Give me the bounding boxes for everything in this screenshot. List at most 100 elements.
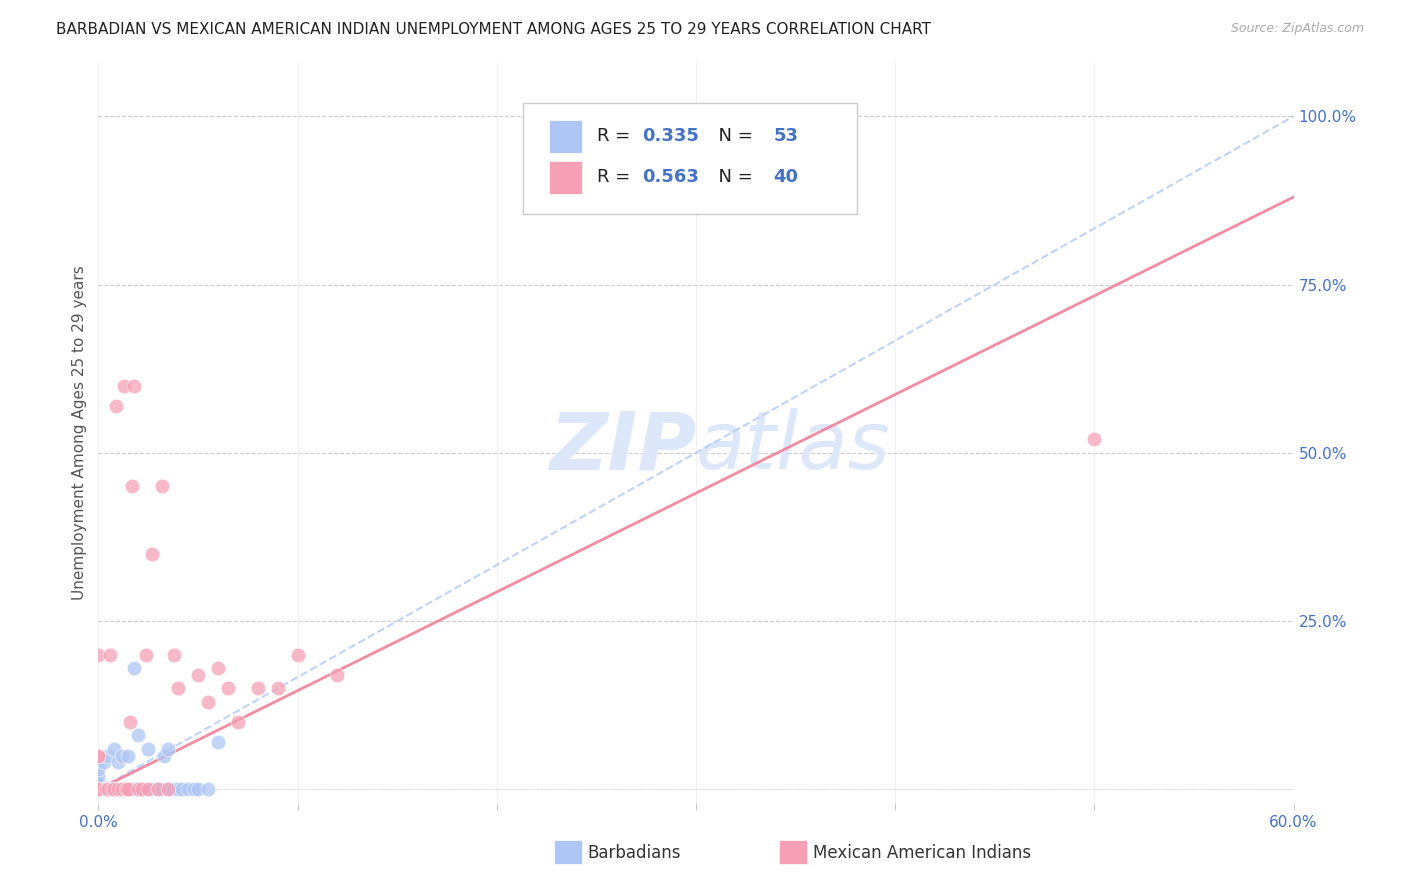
Point: [131, 782, 153, 797]
Point: [207, 735, 229, 749]
Point: [87, 782, 110, 797]
Point: [105, 782, 128, 797]
Text: 53: 53: [773, 128, 799, 145]
Y-axis label: Unemployment Among Ages 25 to 29 years: Unemployment Among Ages 25 to 29 years: [72, 265, 87, 600]
Text: 40: 40: [773, 169, 799, 186]
Point: [120, 714, 142, 729]
Point: [87, 775, 110, 789]
Point: [157, 782, 180, 797]
Point: [187, 782, 209, 797]
Point: [226, 714, 249, 729]
Text: R =: R =: [596, 169, 636, 186]
Point: [136, 742, 159, 756]
Text: Barbadians: Barbadians: [588, 844, 682, 862]
Point: [87, 782, 110, 797]
Point: [267, 681, 290, 696]
Point: [87, 782, 110, 797]
Point: [87, 782, 110, 797]
Point: [127, 782, 149, 797]
Point: [93, 782, 115, 797]
Point: [217, 681, 239, 696]
Point: [157, 782, 180, 797]
Point: [153, 748, 176, 763]
Point: [111, 748, 134, 763]
Text: Mexican American Indians: Mexican American Indians: [813, 844, 1031, 862]
Point: [103, 782, 125, 797]
Point: [136, 782, 159, 797]
Point: [111, 782, 134, 797]
Point: [163, 648, 186, 662]
Point: [87, 782, 110, 797]
Point: [98, 782, 122, 797]
Point: [148, 782, 170, 797]
Text: BARBADIAN VS MEXICAN AMERICAN INDIAN UNEMPLOYMENT AMONG AGES 25 TO 29 YEARS CORR: BARBADIAN VS MEXICAN AMERICAN INDIAN UNE…: [56, 22, 931, 37]
Text: N =: N =: [707, 128, 758, 145]
Point: [124, 378, 146, 392]
Point: [87, 782, 110, 797]
Point: [112, 378, 135, 392]
Point: [117, 748, 139, 763]
Point: [101, 782, 124, 797]
Point: [148, 782, 170, 797]
Point: [127, 782, 149, 797]
Point: [135, 648, 157, 662]
Point: [97, 748, 120, 763]
Point: [107, 782, 129, 797]
Point: [197, 782, 219, 797]
Point: [120, 782, 142, 797]
Point: [107, 782, 129, 797]
Point: [87, 762, 110, 776]
Point: [105, 399, 128, 413]
Text: R =: R =: [596, 128, 636, 145]
Point: [103, 742, 125, 756]
Text: N =: N =: [707, 169, 758, 186]
Point: [101, 782, 124, 797]
Point: [150, 479, 173, 493]
Point: [163, 782, 186, 797]
Point: [117, 782, 139, 797]
Point: [115, 782, 138, 797]
Point: [97, 782, 120, 797]
Point: [97, 782, 120, 797]
Point: [167, 681, 190, 696]
Point: [98, 648, 122, 662]
Point: [111, 782, 134, 797]
Point: [167, 782, 190, 797]
Point: [87, 775, 110, 789]
Point: [117, 782, 139, 797]
Text: 0.335: 0.335: [643, 128, 699, 145]
Bar: [548, 161, 582, 194]
Point: [87, 648, 110, 662]
Bar: [548, 120, 582, 153]
Point: [103, 782, 125, 797]
Point: [93, 756, 115, 770]
Point: [96, 782, 118, 797]
Point: [97, 782, 120, 797]
Point: [115, 782, 138, 797]
Point: [87, 748, 110, 763]
Point: [121, 479, 143, 493]
Point: [87, 769, 110, 783]
Point: [157, 742, 180, 756]
Point: [150, 782, 173, 797]
Point: [287, 648, 309, 662]
Point: [143, 782, 166, 797]
Point: [326, 668, 349, 682]
Point: [177, 782, 200, 797]
Text: atlas: atlas: [696, 409, 891, 486]
Point: [121, 782, 143, 797]
Point: [136, 782, 159, 797]
Point: [131, 782, 153, 797]
Text: Source: ZipAtlas.com: Source: ZipAtlas.com: [1230, 22, 1364, 36]
Point: [87, 782, 110, 797]
Point: [124, 661, 146, 675]
Text: ZIP: ZIP: [548, 409, 696, 486]
Point: [127, 782, 149, 797]
Point: [107, 756, 129, 770]
Point: [187, 668, 209, 682]
Point: [246, 681, 269, 696]
Point: [141, 547, 163, 561]
Point: [172, 782, 194, 797]
Point: [1083, 433, 1105, 447]
Point: [87, 782, 110, 797]
